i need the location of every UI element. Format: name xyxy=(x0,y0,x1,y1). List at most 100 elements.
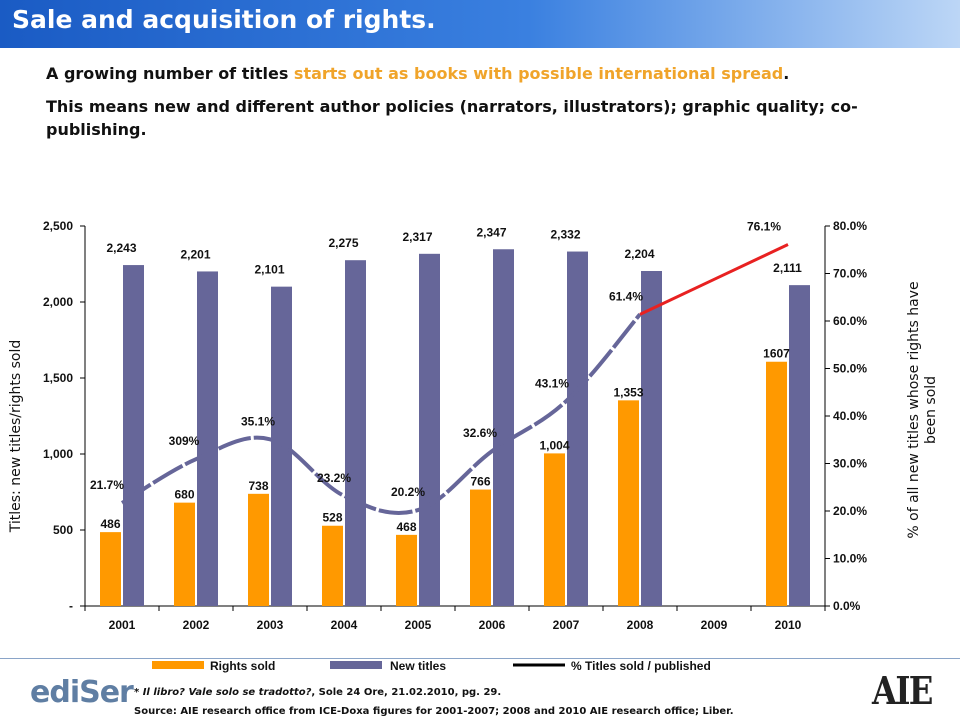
line-label-pct: 32.6% xyxy=(463,426,497,440)
bar-label-new-titles: 2,275 xyxy=(328,236,358,250)
legend-label-new-titles: New titles xyxy=(390,659,446,673)
bar-label-rights-sold: 738 xyxy=(248,479,268,493)
bar-new-titles xyxy=(789,285,810,606)
intro-line-1: A growing number of titles starts out as… xyxy=(46,62,946,85)
x-tick-label: 2003 xyxy=(257,618,284,632)
y-axis-title-right-line1: % of all new titles whose rights have xyxy=(906,281,922,538)
left-tick-label: 500 xyxy=(53,523,73,537)
right-tick-label: 60.0% xyxy=(833,314,867,328)
bar-new-titles xyxy=(493,249,514,607)
line-label-pct: 35.1% xyxy=(241,414,275,428)
bar-label-rights-sold: 1607 xyxy=(763,347,790,361)
x-tick-label: 2001 xyxy=(109,618,136,632)
chart-axes: - 500 1,000 1,500 2,000 2,500 0.0% 10.0% 20.0% 30… xyxy=(8,219,939,632)
x-tick-label: 2010 xyxy=(775,618,802,632)
left-tick-label: 1,500 xyxy=(43,371,73,385)
bar-new-titles xyxy=(197,271,218,606)
bar-rights-sold xyxy=(322,525,343,606)
intro-line-2: This means new and different author poli… xyxy=(46,97,858,139)
right-tick-label: 80.0% xyxy=(833,219,867,233)
right-tick-label: 30.0% xyxy=(833,457,867,471)
line-pct-projection xyxy=(639,243,789,316)
x-tick-label: 2002 xyxy=(183,618,210,632)
left-tick-label: 2,000 xyxy=(43,295,73,309)
left-tick-label: 1,000 xyxy=(43,447,73,461)
bar-label-rights-sold: 766 xyxy=(470,475,490,489)
bar-rights-sold xyxy=(544,453,565,606)
right-tick-label: 70.0% xyxy=(833,267,867,281)
bar-label-new-titles: 2,201 xyxy=(180,247,210,261)
bar-label-rights-sold: 486 xyxy=(100,517,120,531)
ediser-logo: ediSer xyxy=(30,675,134,710)
x-tick-label: 2005 xyxy=(405,618,432,632)
right-tick-label: 50.0% xyxy=(833,362,867,376)
legend-swatch-rights-sold xyxy=(152,661,204,669)
title-bar: Sale and acquisition of rights. xyxy=(0,0,960,48)
right-tick-label: 10.0% xyxy=(833,552,867,566)
bar-new-titles xyxy=(567,251,588,606)
bar-new-titles xyxy=(345,260,366,606)
footnote-citation: * Il libro? Vale solo se tradotto?, Sole… xyxy=(134,687,501,698)
chart-lines xyxy=(120,243,789,515)
footnote-source: Source: AIE research office from ICE-Dox… xyxy=(134,706,734,717)
x-tick-label: 2008 xyxy=(627,618,654,632)
x-tick-label: 2006 xyxy=(479,618,506,632)
line-label-pct: 61.4% xyxy=(609,289,643,303)
right-tick-label: 0.0% xyxy=(833,599,861,613)
bar-rights-sold xyxy=(174,502,195,606)
footnote-italic: * Il libro? Vale solo se tradotto? xyxy=(134,687,312,698)
left-tick-label: 2,500 xyxy=(43,219,73,233)
bar-rights-sold xyxy=(396,534,417,606)
bar-label-new-titles: 2,332 xyxy=(550,228,580,242)
bar-label-rights-sold: 528 xyxy=(322,511,342,525)
bar-rights-sold xyxy=(766,361,787,606)
page-title: Sale and acquisition of rights. xyxy=(12,5,436,34)
legend-label-rights-sold: Rights sold xyxy=(210,659,275,673)
footnote-rest: , Sole 24 Ore, 21.02.2010, pg. 29. xyxy=(311,687,502,698)
intro-text-end: . xyxy=(783,64,790,83)
x-tick-label: 2009 xyxy=(701,618,728,632)
line-label-pct: 76.1% xyxy=(747,220,781,234)
intro-text-start: A growing number of titles xyxy=(46,64,294,83)
bar-new-titles xyxy=(123,265,144,606)
line-label-pct: 43.1% xyxy=(535,376,569,390)
bar-label-new-titles: 2,347 xyxy=(476,225,506,239)
right-tick-label: 20.0% xyxy=(833,504,867,518)
right-tick-label: 40.0% xyxy=(833,409,867,423)
y-axis-title-right-line2: been sold xyxy=(923,376,939,444)
bar-label-rights-sold: 1,353 xyxy=(613,385,643,399)
bar-label-new-titles: 2,101 xyxy=(254,263,284,277)
line-label-pct: 309% xyxy=(169,434,200,448)
y-axis-title-right: % of all new titles whose rights havebee… xyxy=(906,281,939,538)
bar-new-titles xyxy=(641,270,662,606)
x-tick-label: 2004 xyxy=(331,618,358,632)
bar-rights-sold xyxy=(100,532,121,606)
bar-new-titles xyxy=(419,253,440,607)
intro-highlight: starts out as books with possible intern… xyxy=(293,64,784,83)
bar-label-rights-sold: 1,004 xyxy=(539,438,569,452)
chart-bars xyxy=(100,249,810,607)
line-pct-published xyxy=(120,313,642,515)
bar-rights-sold xyxy=(470,489,491,606)
line-label-pct: 21.7% xyxy=(90,478,124,492)
y-axis-title-left: Titles: new titles/rights sold xyxy=(8,340,24,534)
bar-label-new-titles: 2,204 xyxy=(624,247,654,261)
aie-logo: AIE xyxy=(872,668,933,713)
legend-label-pct: % Titles sold / published xyxy=(571,659,711,673)
left-tick-label: - xyxy=(69,599,73,613)
line-label-pct: 23.2% xyxy=(317,471,351,485)
bar-label-new-titles: 2,317 xyxy=(402,230,432,244)
bar-rights-sold xyxy=(248,493,269,606)
chart-labels: 486 2,243 680 2,201 738 2,101 528 2,275 468 2,317… xyxy=(90,220,802,534)
line-label-pct: 20.2% xyxy=(391,485,425,499)
bar-label-rights-sold: 680 xyxy=(174,488,194,502)
bar-label-new-titles: 2,111 xyxy=(773,261,802,275)
x-tick-label: 2007 xyxy=(553,618,580,632)
bar-rights-sold xyxy=(618,400,639,606)
bar-label-rights-sold: 468 xyxy=(396,520,416,534)
chart-legend: Rights sold New titles % Titles sold / pub… xyxy=(152,659,711,673)
footer-divider xyxy=(0,658,960,659)
bar-label-new-titles: 2,243 xyxy=(106,241,136,255)
legend-swatch-new-titles xyxy=(330,661,382,669)
